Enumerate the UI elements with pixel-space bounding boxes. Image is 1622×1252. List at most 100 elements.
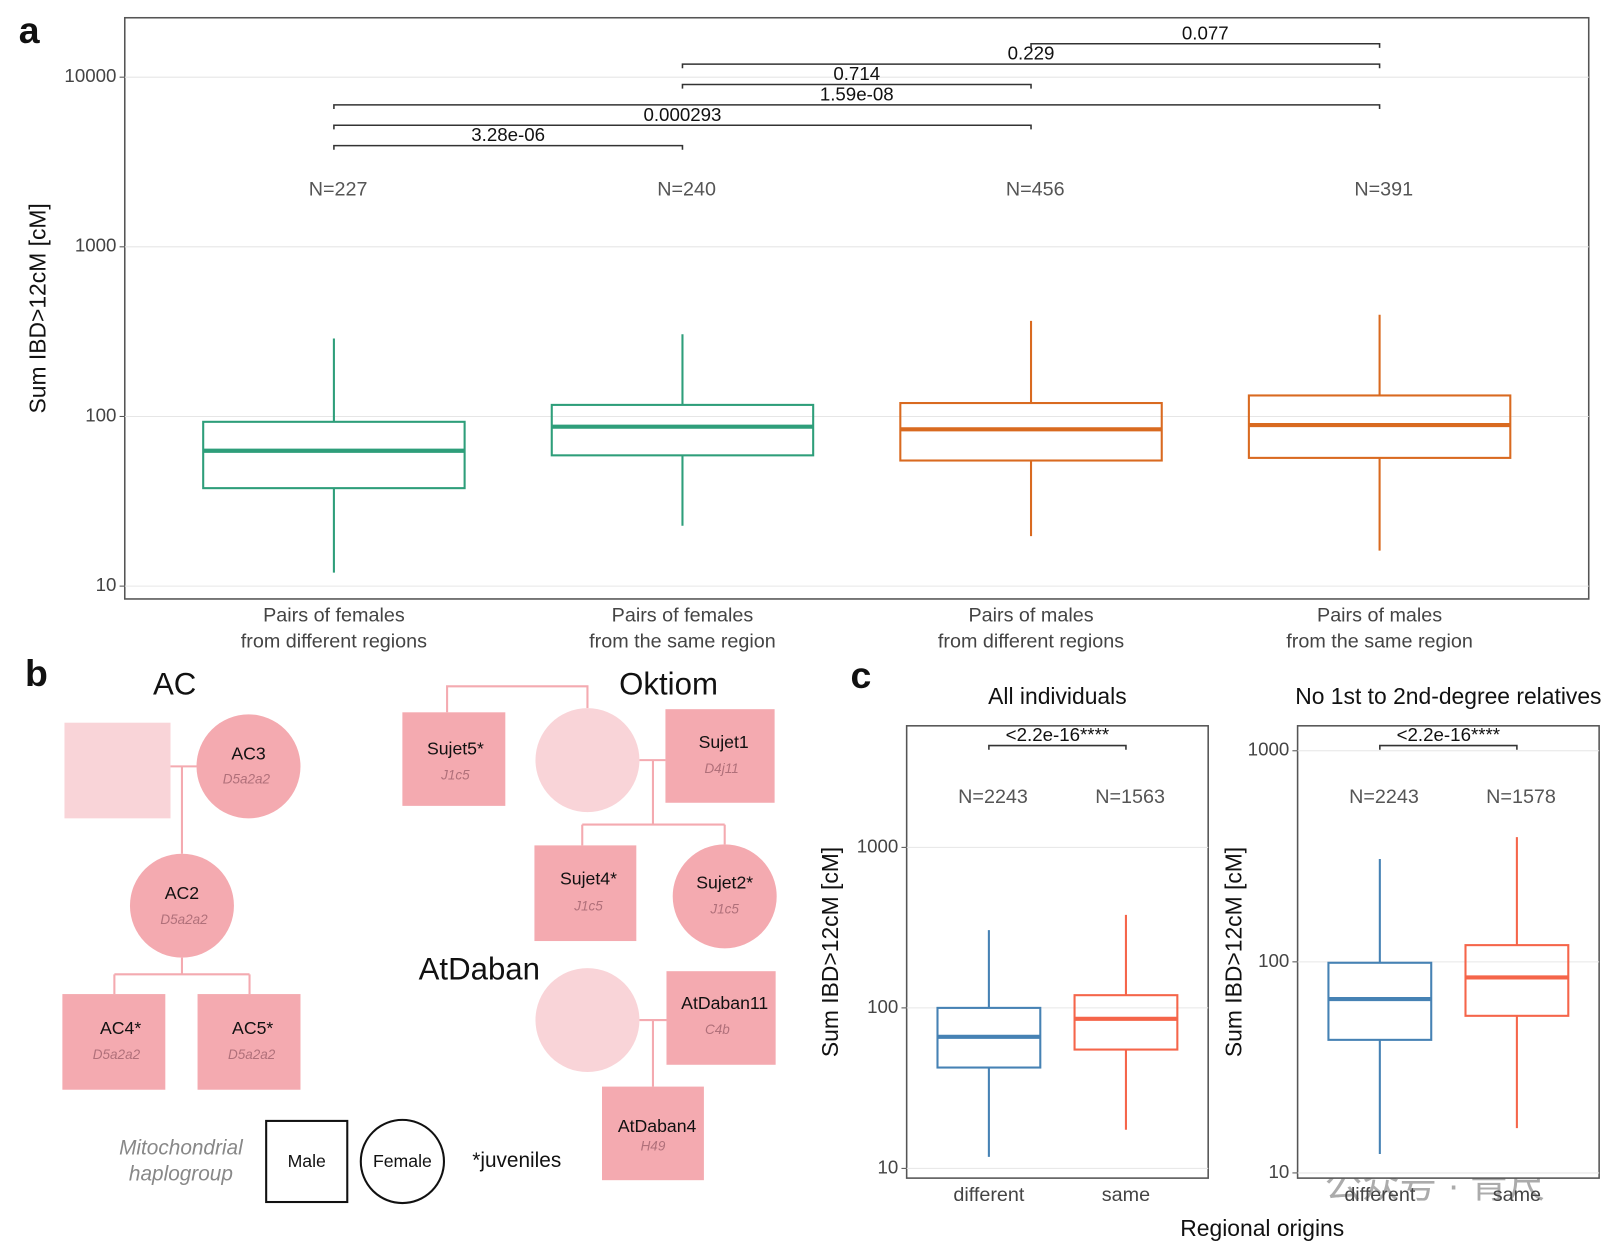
- female-node: [196, 714, 301, 819]
- female-node: [129, 853, 234, 958]
- n-label: N=240: [657, 179, 716, 201]
- y-tick-label: 100: [1258, 950, 1289, 971]
- x-tick-line: same: [1102, 1184, 1150, 1206]
- y-tick-label: 1000: [857, 835, 899, 856]
- y-tick-label: 100: [85, 404, 116, 425]
- link: [639, 1019, 667, 1087]
- y-axis-label: Sum IBD>12cM [cM]: [817, 847, 843, 1057]
- p-value: <2.2e-16****: [1006, 724, 1109, 745]
- box: [1464, 944, 1570, 1017]
- node-label: Sujet2*: [696, 873, 753, 893]
- node-haplogroup: D5a2a2: [223, 771, 271, 786]
- box: [1327, 961, 1433, 1041]
- bracket: [681, 63, 1381, 69]
- plot-frame: [123, 16, 1590, 600]
- y-tick-label: 10: [1268, 1161, 1289, 1182]
- unknown-female: [535, 968, 640, 1073]
- link: [446, 685, 726, 846]
- x-tick-line: Pairs of males: [1317, 605, 1442, 627]
- node-haplogroup: H49: [641, 1138, 666, 1153]
- node-haplogroup: D4j11: [704, 761, 738, 776]
- x-tick-label: different: [953, 1184, 1025, 1206]
- y-tick-label: 1000: [75, 235, 117, 256]
- bracket: [333, 124, 1032, 130]
- x-tick-line: same: [1493, 1184, 1541, 1206]
- x-tick-line: different: [1344, 1184, 1416, 1206]
- pedigree: AC Oktiom AtDaban AC3 D5a2a2 AC2 D5a2a2 …: [62, 667, 777, 1205]
- p-value: 0.229: [1008, 43, 1055, 64]
- male-node: [534, 845, 637, 942]
- bracket: [333, 104, 1381, 110]
- x-tick-label: Pairs of females from different regions: [241, 605, 427, 653]
- p-value: 0.077: [1182, 22, 1229, 43]
- node-haplogroup: D5a2a2: [93, 1047, 141, 1062]
- x-tick-line: from the same region: [589, 631, 776, 653]
- male-node: [197, 994, 301, 1090]
- box: [550, 403, 815, 457]
- panel-label: b: [25, 652, 48, 694]
- link: [113, 765, 251, 995]
- n-label: N=391: [1354, 179, 1413, 201]
- bracket: [1379, 744, 1518, 750]
- panel-label: c: [851, 654, 872, 696]
- y-axis-label: Sum IBD>12cM [cM]: [25, 203, 51, 413]
- p-value: 0.714: [833, 63, 880, 84]
- y-tick-label: 10: [878, 1156, 899, 1177]
- unknown-female: [535, 708, 640, 813]
- node-label: AtDaban4: [618, 1116, 697, 1136]
- x-tick-line: Pairs of females: [263, 605, 405, 627]
- y-tick-label: 10000: [64, 65, 116, 86]
- n-label: N=2243: [1349, 786, 1419, 808]
- x-tick-line: Pairs of males: [968, 605, 1093, 627]
- node-haplogroup: D5a2a2: [160, 912, 208, 927]
- box: [202, 420, 466, 490]
- y-axis-label: Sum IBD>12cM [cM]: [1220, 847, 1246, 1057]
- family-name: AtDaban: [419, 951, 540, 986]
- unknown-male: [64, 722, 171, 819]
- node-label: AC4*: [100, 1018, 141, 1038]
- legend-label: *juveniles: [472, 1149, 561, 1172]
- node-haplogroup: D5a2a2: [228, 1047, 276, 1062]
- x-tick-label: Pairs of males from different regions: [938, 605, 1124, 653]
- x-tick-line: from the same region: [1286, 631, 1473, 653]
- bracket: [333, 144, 684, 150]
- node-label: AtDaban11: [681, 993, 768, 1013]
- p-value: 3.28e-06: [471, 124, 545, 145]
- male-node: [602, 1086, 704, 1181]
- bracket: [1030, 42, 1381, 48]
- panel-title: All individuals: [988, 683, 1126, 709]
- legend-note: Mitochondrial: [119, 1136, 244, 1159]
- legend-label: Male: [288, 1151, 326, 1171]
- plot-frame: [905, 725, 1209, 1179]
- legend-note: haplogroup: [129, 1162, 233, 1185]
- male-node: [402, 712, 506, 806]
- n-label: N=227: [309, 179, 368, 201]
- p-value: 1.59e-08: [820, 83, 894, 104]
- box: [1073, 994, 1179, 1051]
- legend-male: [265, 1119, 349, 1204]
- panel-title: No 1st to 2nd-degree relatives: [1295, 683, 1601, 709]
- y-tick-label: 10: [96, 574, 117, 595]
- node-label: AC2: [165, 883, 199, 903]
- x-tick-label: Pairs of males from the same region: [1286, 605, 1473, 653]
- n-label: N=1578: [1486, 786, 1556, 808]
- node-haplogroup: J1c5: [709, 901, 739, 916]
- y-tick-label: 1000: [1248, 739, 1290, 760]
- box: [899, 401, 1163, 462]
- node-label: Sujet1: [699, 732, 749, 752]
- node-haplogroup: J1c5: [440, 767, 470, 782]
- p-value: <2.2e-16****: [1397, 724, 1500, 745]
- node-haplogroup: C4b: [705, 1022, 730, 1037]
- male-node: [666, 971, 776, 1065]
- x-tick-line: different: [953, 1184, 1025, 1206]
- x-tick-label: different: [1344, 1184, 1416, 1206]
- female-node: [672, 844, 777, 949]
- n-label: N=1563: [1095, 786, 1165, 808]
- panel-label: a: [19, 9, 41, 51]
- family-name: Oktiom: [619, 667, 718, 702]
- x-tick-label: same: [1102, 1184, 1150, 1206]
- x-axis-label: Regional origins: [1180, 1215, 1344, 1241]
- node-label: AC3: [231, 744, 266, 764]
- family-name: AC: [153, 667, 196, 702]
